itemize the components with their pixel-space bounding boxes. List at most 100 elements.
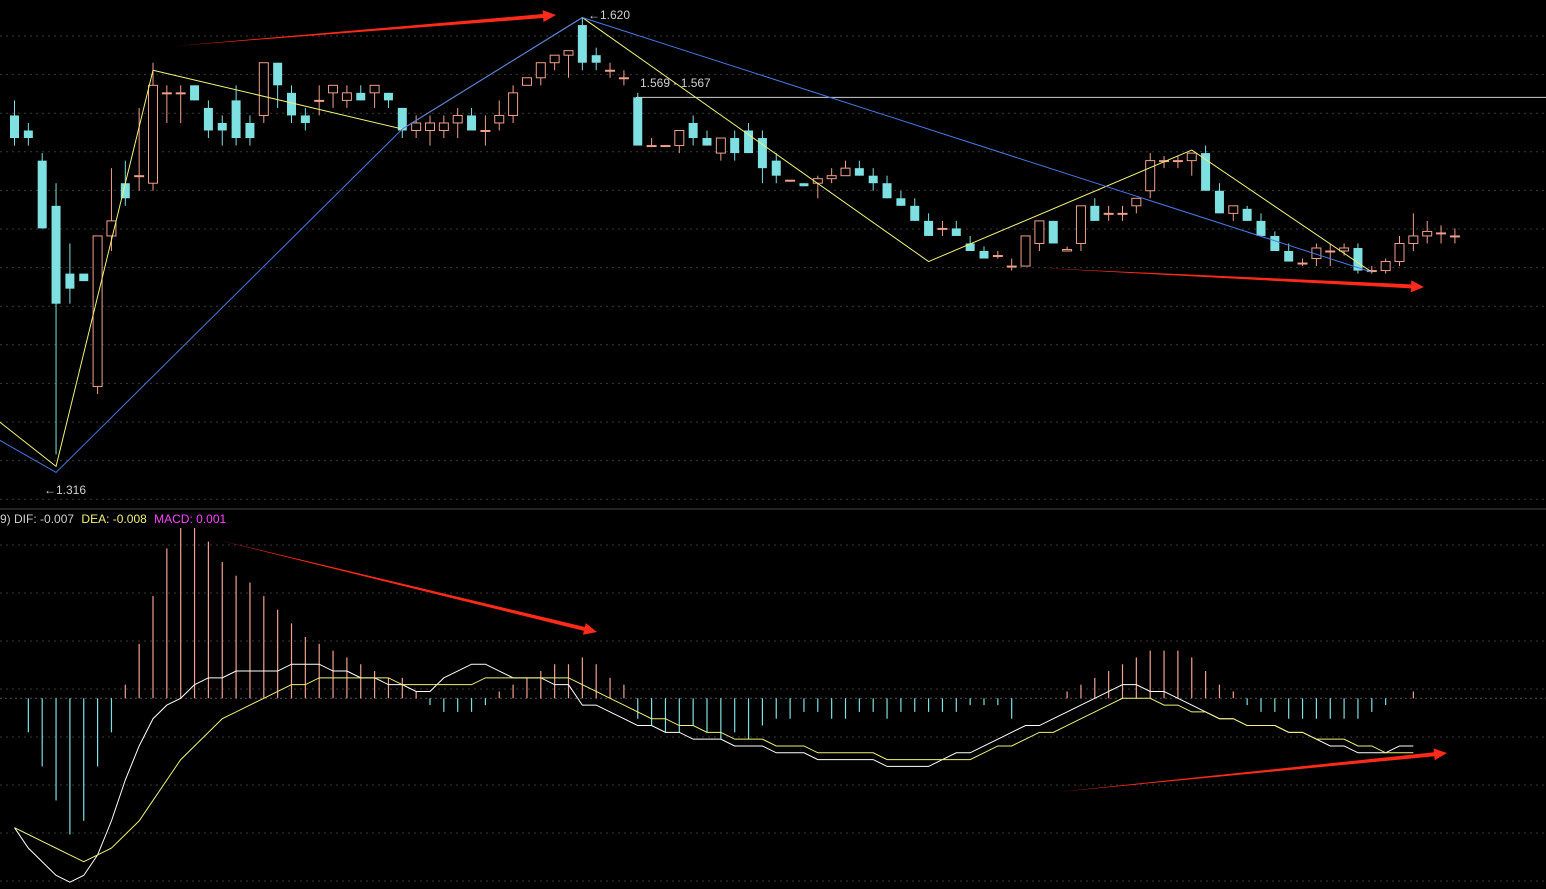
candle-body [356,92,366,101]
candle-body [1270,235,1280,251]
candle-body [702,138,712,146]
candle-body [1284,251,1294,262]
candle-body [10,115,19,139]
candle-body [79,273,89,282]
candle-body [217,122,227,131]
candle-body [106,220,117,237]
macd-label: MACD: [154,512,193,526]
candle-body [549,54,560,64]
candle-body [1380,261,1391,272]
candle-body [1228,205,1239,214]
candle-body [924,220,934,236]
candle-body [563,50,574,56]
candle-body [1090,205,1100,221]
candle-body [1062,248,1073,252]
candle-body [1103,212,1114,215]
dea-label: DEA: [81,512,109,526]
candle-body [1339,247,1350,252]
candle-body [1034,220,1045,244]
overlay-lines [0,16,1546,474]
candle-body [1325,250,1336,253]
candle-body [646,145,657,148]
annotation-arrows [175,10,1447,792]
candle-body [1075,205,1086,244]
candlestick-series [10,17,1460,455]
trend-arrow [1040,268,1424,293]
candle-body [618,77,629,80]
candle-body [134,175,145,178]
candle-body [882,183,892,199]
candle-body [258,62,269,116]
candle-body [744,130,754,154]
candle-body [1394,242,1405,263]
candle-body [992,255,1003,258]
candle-body [757,138,767,169]
candle-body [494,114,505,124]
candle-body [785,179,796,182]
candle-body [273,62,283,86]
candle-body [577,25,587,63]
candle-body [1048,220,1058,244]
dif-value: -0.007 [40,512,74,526]
high-price-label: ←1.620 [588,8,630,22]
candle-body [92,235,103,388]
candle-body [965,243,975,251]
candle-body [397,107,407,131]
candle-body [467,115,477,131]
candle-body [1436,232,1447,235]
candle-body [910,205,920,221]
candle-body [1201,153,1211,191]
candle-body [1214,190,1224,214]
candle-body [300,115,310,123]
candle-body [1020,235,1031,267]
dif-label: DIF: [14,512,37,526]
candle-body [51,205,61,304]
low-price-value: 1.316 [56,483,86,497]
candle-body [951,228,961,236]
candle-body [1145,160,1156,192]
candle-body [605,69,616,72]
dea-line [14,677,1414,863]
candle-body [120,183,130,199]
candle-body [1297,262,1308,265]
macd-header-prefix: 9) [0,512,11,526]
candle-body [1408,235,1419,244]
candle-body [245,122,255,139]
candle-body [660,145,671,148]
candle-body [826,175,837,180]
candle-body [65,273,75,289]
range-price-label: 1.569 - 1.567 [640,76,711,90]
candle-body [715,137,726,154]
dea-value: -0.008 [113,512,147,526]
candle-body [979,251,989,259]
candle-body [674,130,685,147]
candle-body [383,92,393,101]
candle-body [508,92,519,116]
candle-body [287,92,296,116]
candle-body [535,62,546,79]
trend-line [0,17,583,474]
trend-arrow [218,540,597,635]
candle-body [175,92,186,95]
candle-body [23,130,33,139]
candle-body [868,175,878,184]
candle-body [1172,160,1183,163]
candle-body [411,122,422,131]
candle-body [1422,230,1433,237]
low-price-label: ←1.316 [44,483,86,497]
candle-body [521,77,532,86]
candle-body [1353,247,1363,271]
candle-body [1242,208,1252,221]
candle-body [341,92,352,101]
candle-body [1449,235,1460,238]
dif-line [14,663,1414,883]
candle-body [1186,152,1197,162]
candle-body [438,122,449,131]
high-price-value: 1.620 [600,8,630,22]
candle-body [591,55,601,63]
candle-body [161,92,172,95]
candle-body [730,138,740,154]
macd-histogram [27,528,1414,835]
candle-body [425,122,435,131]
